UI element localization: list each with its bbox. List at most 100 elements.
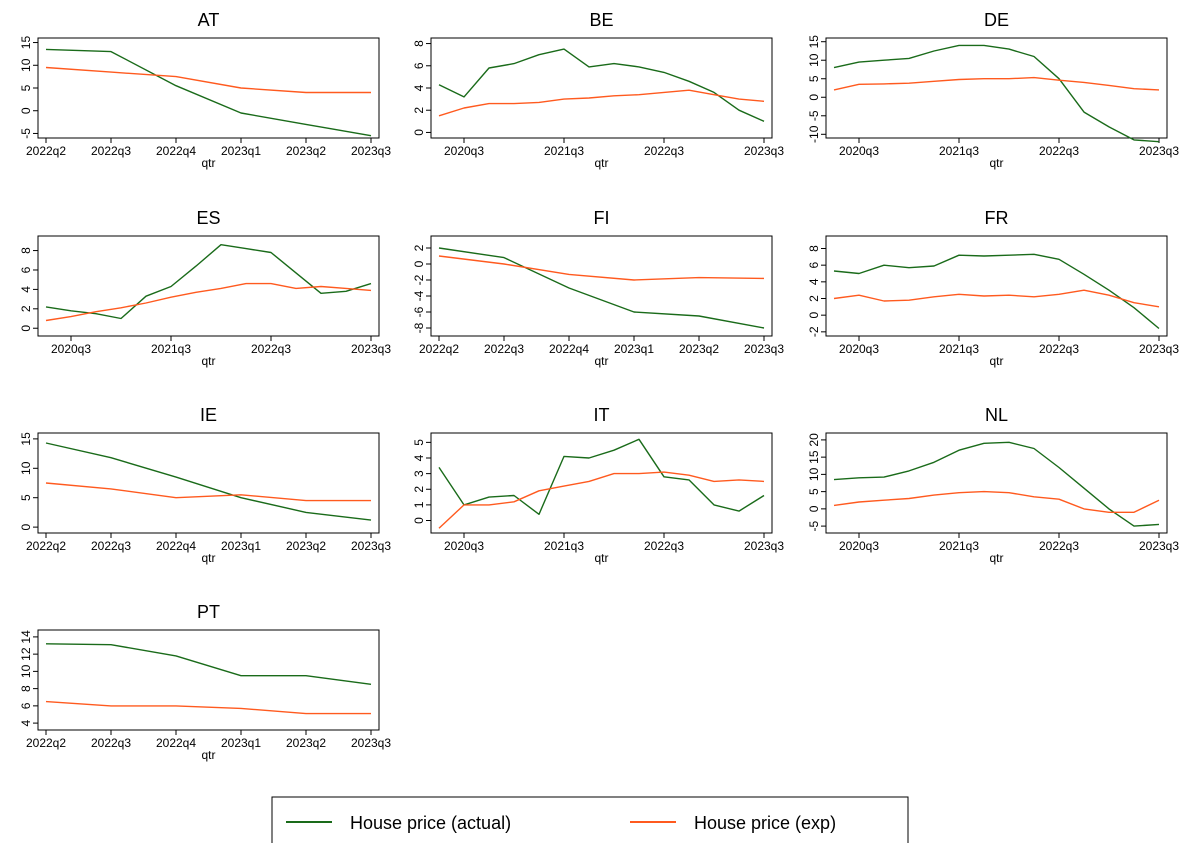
- series-line-actual: [45, 48, 372, 137]
- x-tick-label: 2022q3: [484, 342, 524, 356]
- panel-title: BE: [589, 10, 613, 30]
- x-tick-label: 2023q1: [221, 539, 261, 553]
- legend: House price (actual) House price (exp): [271, 796, 909, 843]
- series-line-exp: [833, 289, 1160, 308]
- y-tick-label: 15: [807, 450, 821, 464]
- panel-title: FR: [985, 208, 1009, 228]
- series-line-actual: [45, 643, 372, 685]
- y-tick-label: 0: [19, 523, 33, 530]
- panel-be: BE 0 2 4 6 8 2020q3 2021q3 2022q3 2023q3 qtr: [412, 10, 784, 170]
- x-axis-label: qtr: [594, 551, 608, 565]
- y-tick-label: 8: [19, 685, 33, 692]
- y-tick-label: 10: [807, 53, 821, 67]
- x-tick-label: 2023q1: [221, 736, 261, 750]
- x-tick-label: 2020q3: [839, 144, 879, 158]
- panel-title: FI: [594, 208, 610, 228]
- x-tick-label: 2023q3: [744, 144, 784, 158]
- y-tick-label: 5: [807, 488, 821, 495]
- x-tick-label: 2022q3: [1039, 342, 1079, 356]
- panel-it: IT 0 1 2 3 4 5 2020q3 2021q3 2022q3 2023q3 qtr: [412, 405, 784, 565]
- legend-box: [271, 796, 909, 843]
- series-line-exp: [45, 700, 371, 715]
- x-tick-label: 2023q3: [1139, 342, 1179, 356]
- x-tick-label: 2022q4: [156, 144, 196, 158]
- x-tick-label: 2021q3: [939, 342, 979, 356]
- x-tick-label: 2023q2: [286, 539, 326, 553]
- panel-de: DE -10 -5 0 5 10 15 2020q3 2021q3 2022q3 2023q3 qtr: [807, 10, 1179, 170]
- plot-frame: [825, 235, 1168, 337]
- x-tick-label: 2023q1: [614, 342, 654, 356]
- x-axis-label: qtr: [594, 354, 608, 368]
- x-tick-label: 2021q3: [939, 539, 979, 553]
- y-tick-label: -2: [807, 326, 821, 337]
- x-tick-label: 2021q3: [151, 342, 191, 356]
- y-tick-label: 5: [19, 84, 33, 91]
- series-line-exp: [833, 76, 1160, 91]
- x-tick-label: 2020q3: [444, 144, 484, 158]
- series-line-actual: [438, 247, 765, 329]
- y-tick-label: 0: [412, 129, 426, 136]
- series-line-exp: [833, 490, 1160, 513]
- panel-title: AT: [198, 10, 220, 30]
- x-axis-label: qtr: [201, 551, 215, 565]
- panel-pt: PT 4 6 8 10 12 14 2022q2 2022q3 2022q4 2023q1 2023q…: [19, 602, 391, 762]
- y-tick-label: 1: [412, 501, 426, 508]
- x-tick-label: 2022q3: [251, 342, 291, 356]
- y-tick-label: 4: [19, 719, 33, 726]
- y-tick-label: 5: [807, 75, 821, 82]
- x-tick-label: 2022q4: [549, 342, 589, 356]
- x-axis-label: qtr: [594, 156, 608, 170]
- x-tick-label: 2023q3: [744, 342, 784, 356]
- series-line-exp: [45, 482, 371, 502]
- x-tick-label: 2022q4: [156, 736, 196, 750]
- panel-nl: NL -5 0 5 10 15 20 2020q3 2021q3 2022q3 2023q3 qtr: [807, 405, 1179, 565]
- panel-fr: FR -2 0 2 4 6 8 2020q3 2021q3 2022q3 2023q3 qtr: [807, 208, 1179, 368]
- x-tick-label: 2023q2: [679, 342, 719, 356]
- panel-title: IT: [594, 405, 610, 425]
- legend-label-exp: House price (exp): [694, 813, 836, 833]
- y-tick-label: 10: [19, 461, 33, 475]
- series-line-actual: [45, 442, 372, 521]
- y-tick-label: 12: [19, 647, 33, 661]
- y-tick-label: 8: [19, 247, 33, 254]
- x-axis-label: qtr: [989, 156, 1003, 170]
- x-tick-label: 2021q3: [939, 144, 979, 158]
- x-tick-label: 2023q1: [221, 144, 261, 158]
- y-tick-label: 2: [807, 295, 821, 302]
- y-tick-label: 5: [412, 439, 426, 446]
- plot-frame: [37, 432, 380, 534]
- y-tick-label: 0: [412, 517, 426, 524]
- y-tick-label: -4: [412, 290, 426, 301]
- y-tick-label: 0: [807, 505, 821, 512]
- plot-frame: [430, 235, 773, 337]
- series-line-actual: [438, 48, 765, 122]
- y-tick-label: -6: [412, 306, 426, 317]
- y-tick-label: 0: [807, 94, 821, 101]
- x-tick-label: 2022q2: [419, 342, 459, 356]
- y-tick-label: 10: [19, 58, 33, 72]
- y-tick-label: 2: [412, 244, 426, 251]
- x-tick-label: 2022q2: [26, 539, 66, 553]
- x-tick-label: 2022q3: [91, 539, 131, 553]
- x-tick-label: 2023q3: [351, 539, 391, 553]
- y-tick-label: 0: [807, 312, 821, 319]
- y-tick-label: 4: [412, 454, 426, 461]
- y-tick-label: 6: [412, 62, 426, 69]
- x-tick-label: 2023q2: [286, 144, 326, 158]
- plot-frame: [37, 629, 380, 731]
- plot-frame: [37, 37, 380, 139]
- y-tick-label: -5: [807, 520, 821, 531]
- y-tick-label: 8: [807, 245, 821, 252]
- y-tick-label: -10: [807, 125, 821, 143]
- y-tick-label: 6: [807, 262, 821, 269]
- y-tick-label: 6: [19, 266, 33, 273]
- x-tick-label: 2020q3: [839, 342, 879, 356]
- y-tick-label: 0: [19, 325, 33, 332]
- y-tick-label: 0: [412, 260, 426, 267]
- panel-ie: IE 0 5 10 15 2022q2 2022q3 2022q4 2023q1 2023q2 20…: [19, 405, 391, 565]
- y-tick-label: 10: [807, 467, 821, 481]
- series-line-exp: [438, 255, 765, 281]
- x-axis-label: qtr: [201, 156, 215, 170]
- y-tick-label: 4: [412, 84, 426, 91]
